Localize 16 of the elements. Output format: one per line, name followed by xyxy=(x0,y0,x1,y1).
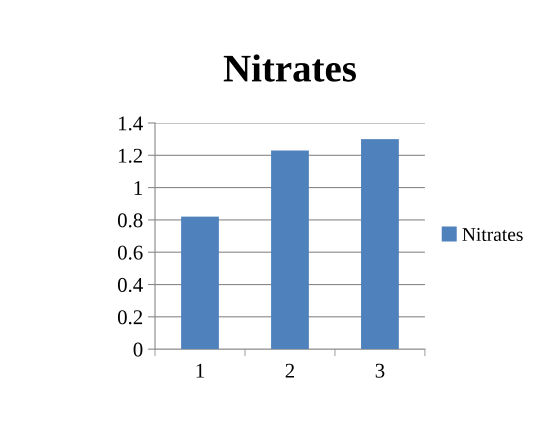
legend-label: Nitrates xyxy=(462,228,523,241)
x-tick-label: 2 xyxy=(286,364,294,378)
y-tick-label: 0.4 xyxy=(118,278,143,292)
bar xyxy=(271,150,309,350)
y-tick-label: 1.4 xyxy=(118,116,143,131)
chart-title: Nitrates xyxy=(224,54,356,82)
x-tick-label: 1 xyxy=(196,364,204,378)
y-tick-label: 0.8 xyxy=(118,213,142,228)
bar xyxy=(361,139,399,350)
y-tick-label: 0.6 xyxy=(118,246,143,260)
y-tick-label: 0 xyxy=(134,342,142,357)
bar xyxy=(181,216,219,350)
y-tick-label: 0.2 xyxy=(118,310,142,324)
y-tick-label: 1 xyxy=(134,181,142,195)
x-tick-label: 3 xyxy=(376,364,384,378)
y-tick-label: 1.2 xyxy=(118,148,142,163)
